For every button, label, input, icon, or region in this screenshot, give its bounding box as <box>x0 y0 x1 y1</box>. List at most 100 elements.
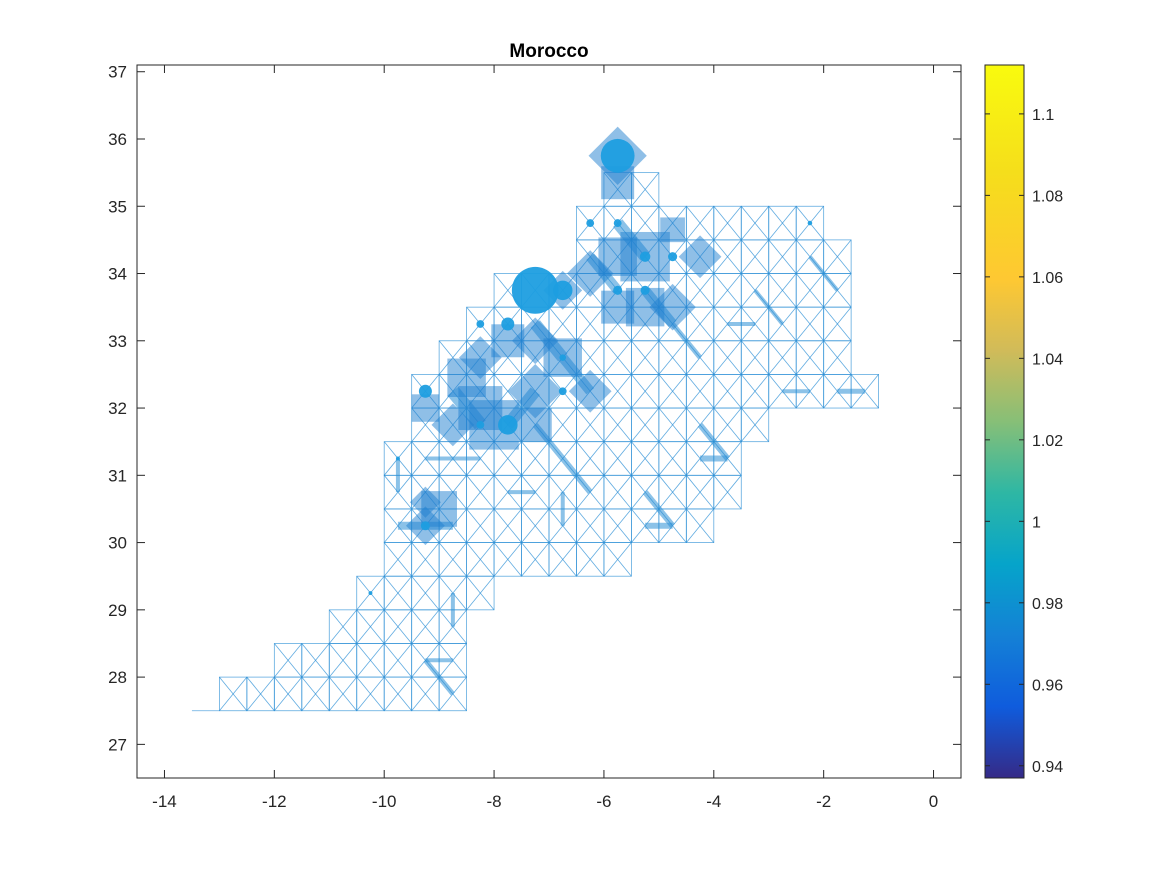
city-node <box>586 219 595 227</box>
grid-edge-diagonal <box>411 542 440 577</box>
grid-edge-diagonal <box>740 206 770 241</box>
grid-edge-diagonal <box>823 239 852 274</box>
flow-block <box>601 290 635 324</box>
grid-edge-diagonal <box>301 676 330 711</box>
x-tick-label: -8 <box>487 792 502 811</box>
grid-edge-diagonal <box>686 508 715 543</box>
grid-edge-diagonal <box>686 273 715 308</box>
grid-edge-diagonal <box>658 374 687 409</box>
city-node <box>613 285 623 295</box>
flow-block <box>411 394 440 422</box>
grid-edge-diagonal <box>383 609 412 644</box>
colorbar-tick-label: 1.08 <box>1032 188 1063 205</box>
grid-edge-diagonal <box>219 676 248 711</box>
plot-axes-box <box>136 64 962 779</box>
grid-edge-diagonal <box>603 542 632 577</box>
colorbar-tick-label: 1.04 <box>1032 351 1063 368</box>
colorbar-tick-label: 0.96 <box>1032 677 1063 694</box>
grid-edge-diagonal <box>301 643 330 678</box>
chart-title: Morocco <box>509 41 588 62</box>
grid-edge-diagonal <box>795 306 824 342</box>
flow-block <box>649 283 696 331</box>
grid-edge-diagonal <box>274 676 303 711</box>
grid-cell <box>438 676 467 712</box>
grid-edge-diagonal <box>740 374 770 409</box>
city-node <box>368 591 373 595</box>
grid-edge-diagonal <box>274 643 303 678</box>
grid-edge-diagonal <box>740 407 770 442</box>
grid-edge-diagonal <box>713 475 742 510</box>
grid-edge-diagonal <box>686 374 715 409</box>
grid-edge-diagonal <box>328 643 358 678</box>
grid-edge-diagonal <box>548 542 577 577</box>
grid-edge-diagonal <box>768 340 797 375</box>
grid-edge-diagonal <box>521 542 550 577</box>
flow-block <box>660 217 685 243</box>
city-node <box>613 219 622 227</box>
grid-edge-diagonal <box>576 306 605 342</box>
grid-edge-diagonal <box>603 374 632 409</box>
x-tick-label: -12 <box>262 792 287 811</box>
grid-edge-diagonal <box>658 340 687 375</box>
grid-edge-diagonal <box>383 676 412 711</box>
grid-edge-diagonal <box>411 609 440 644</box>
grid-edge-diagonal <box>383 575 412 611</box>
grid-edge-diagonal <box>411 575 440 611</box>
grid-edge-diagonal <box>493 542 522 577</box>
grid-edge-diagonal <box>631 172 660 207</box>
grid-edge-diagonal <box>713 340 742 375</box>
grid-edge-diagonal <box>631 340 660 375</box>
flow-edge <box>808 255 839 292</box>
city-node <box>498 415 518 435</box>
grid-edge-diagonal <box>576 407 605 442</box>
x-tick-label: -6 <box>596 792 611 811</box>
x-tick-label: 0 <box>929 792 938 811</box>
axis-ticks: -14 -12 -10 -8 -6 -4 -2 0 27 28 29 30 31 32 33 34 35 36 37 <box>108 63 961 811</box>
flow-edge <box>423 658 455 696</box>
flow-blocks <box>405 126 722 546</box>
grid-edge-diagonal <box>576 441 605 476</box>
grid-edge-diagonal <box>713 273 742 308</box>
colorbar <box>984 64 1025 779</box>
grid-edge-diagonal <box>603 508 632 543</box>
x-tick-label: -14 <box>152 792 177 811</box>
grid-edge-diagonal <box>383 643 412 678</box>
y-tick-label: 27 <box>108 735 127 754</box>
grid-edge-diagonal <box>356 676 385 711</box>
grid-edge-diagonal <box>795 273 824 308</box>
grid-edge-diagonal <box>383 542 412 577</box>
y-tick-label: 35 <box>108 197 127 216</box>
colorbar-tick-label: 1 <box>1032 514 1041 531</box>
grid-edge-diagonal <box>631 508 660 543</box>
grid-edge-diagonal <box>823 306 852 342</box>
network-layer <box>191 126 880 712</box>
colorbar-tick-label: 1.02 <box>1032 433 1063 450</box>
colorbar-tick-label: 1.06 <box>1032 270 1063 287</box>
grid-edge-diagonal <box>631 407 660 442</box>
y-tick-label: 33 <box>108 332 127 351</box>
grid-edge-diagonal <box>466 575 495 611</box>
city-node <box>558 387 567 396</box>
flow-block <box>518 408 552 442</box>
grid-edge-diagonal <box>740 340 770 375</box>
colorbar-ticks: 0.94 0.96 0.98 1 1.02 1.04 1.06 1.08 1.1 <box>985 107 1063 776</box>
grid-edge-diagonal <box>466 475 495 510</box>
grid-cell <box>713 474 742 510</box>
grid-edge-diagonal <box>686 475 715 510</box>
flow-block <box>568 369 612 413</box>
grid-edge-diagonal <box>521 441 550 476</box>
grid-edge-diagonal <box>466 542 495 577</box>
grid-edge-diagonal <box>548 306 577 342</box>
grid-edge-diagonal <box>658 407 687 442</box>
grid-cell <box>466 575 495 611</box>
grid-edge-diagonal <box>576 508 605 543</box>
city-node <box>501 317 515 331</box>
grid-edge-diagonal <box>548 407 577 442</box>
grid-edge-diagonal <box>686 206 715 241</box>
grid-edge-diagonal <box>246 676 275 711</box>
grid-edge-diagonal <box>768 206 797 241</box>
flow-edge <box>697 422 730 461</box>
grid-edge-diagonal <box>631 441 660 476</box>
city-node <box>600 138 635 173</box>
grid-edge-diagonal <box>411 676 440 711</box>
